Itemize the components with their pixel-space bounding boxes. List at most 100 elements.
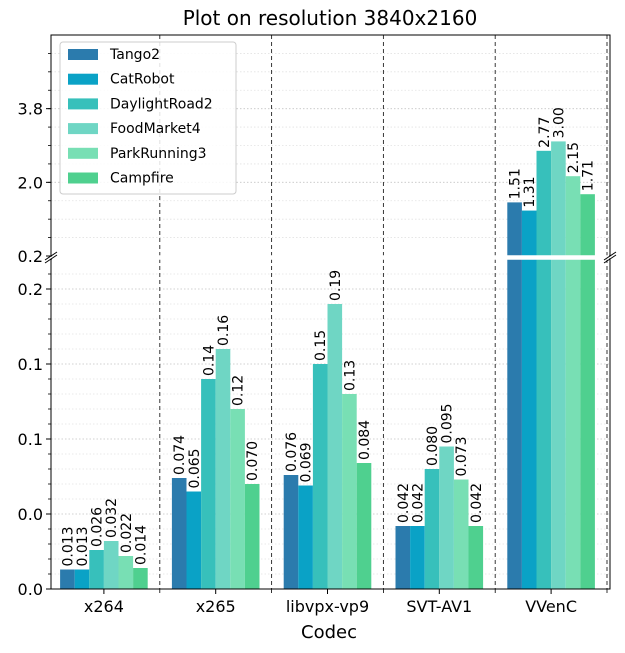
- x-tick-label: x265: [196, 597, 236, 616]
- legend-swatch: [68, 147, 98, 159]
- axis-break-mark: [603, 254, 617, 264]
- data-label: 0.032: [104, 498, 120, 538]
- bar: [424, 469, 440, 589]
- data-label: 0.013: [60, 526, 76, 566]
- data-label: 1.51: [508, 168, 524, 199]
- bar: [230, 409, 245, 589]
- bar: [133, 568, 148, 589]
- x-axis-label: Codec: [301, 622, 357, 643]
- legend: Tango2 CatRobot DaylightRoad2 FoodMarket4 Pa…: [59, 41, 237, 195]
- data-label: 1.31: [522, 176, 538, 207]
- bar: [521, 210, 537, 256]
- bar: [521, 259, 537, 589]
- bar: [118, 556, 134, 589]
- data-label: 0.069: [299, 442, 315, 482]
- y-tick-label: 0.1: [18, 355, 43, 374]
- data-label: 0.14: [201, 345, 217, 376]
- x-tick-label: x264: [84, 597, 124, 616]
- bar: [536, 150, 552, 256]
- bar: [60, 569, 75, 589]
- data-label: 0.014: [133, 525, 149, 565]
- data-label: 0.076: [284, 432, 300, 472]
- y-tick-label: 0.1: [18, 430, 43, 449]
- data-label: 1.71: [581, 160, 597, 191]
- legend-swatch: [68, 73, 98, 85]
- bar: [565, 176, 581, 256]
- x-tick-label: libvpx-vp9: [286, 597, 369, 616]
- bar: [507, 259, 522, 589]
- bar: [283, 475, 299, 589]
- data-label: 0.084: [357, 420, 373, 460]
- bar: [186, 491, 202, 589]
- bar: [103, 541, 119, 589]
- x-tick-label: SVT-AV1: [406, 597, 472, 616]
- data-label: 3.00: [551, 107, 567, 138]
- bar: [89, 550, 104, 589]
- bar: [171, 478, 187, 589]
- data-label: 0.19: [328, 270, 344, 301]
- axis-break-mark: [603, 251, 617, 261]
- bars: [60, 141, 595, 589]
- data-label: 0.13: [342, 360, 358, 391]
- data-label: 0.070: [245, 441, 261, 481]
- data-label: 0.013: [75, 526, 91, 566]
- data-label: 0.022: [119, 513, 135, 553]
- data-label: 0.12: [231, 375, 247, 406]
- y-ticks: 0.2 2.0 3.8 0.0 0.0 0.1 0.1 0.2: [18, 53, 51, 599]
- x-tick-label: VVenC: [525, 597, 577, 616]
- data-label: 0.065: [187, 448, 203, 488]
- legend-swatch: [68, 49, 98, 60]
- data-label: 2.15: [566, 142, 582, 173]
- bar: [327, 304, 343, 589]
- bar: [244, 484, 260, 589]
- bar: [468, 526, 484, 589]
- bar: [551, 141, 566, 256]
- x-ticks: x264 x265 libvpx-vp9 SVT-AV1 VVenC: [84, 589, 608, 616]
- legend-swatch: [68, 172, 98, 184]
- y-tick-label: 0.0: [18, 580, 43, 599]
- y-tick-label: 3.8: [18, 100, 43, 119]
- chart-title: Plot on resolution 3840x2160: [183, 6, 478, 30]
- bar: [312, 364, 328, 589]
- bar: [580, 259, 595, 589]
- data-label: 2.77: [537, 117, 553, 148]
- axis-break-mark: [44, 254, 58, 264]
- bar: [298, 485, 313, 589]
- data-label: 0.042: [469, 483, 485, 523]
- data-labels: 0.0130.0130.0260.0320.0220.0140.0740.065…: [60, 107, 596, 566]
- data-label: 0.074: [172, 435, 188, 475]
- bar: [551, 259, 566, 589]
- y-tick-label: 0.0: [18, 505, 43, 524]
- legend-box: [59, 41, 237, 195]
- data-label: 0.15: [313, 330, 329, 361]
- data-label: 0.042: [410, 483, 426, 523]
- legend-swatch: [68, 98, 98, 110]
- data-label: 0.073: [454, 436, 470, 476]
- bar: [453, 479, 469, 589]
- y-tick-label: 2.0: [18, 173, 43, 192]
- bar: [439, 446, 454, 589]
- bar: [565, 259, 581, 589]
- data-label: 0.042: [396, 483, 412, 523]
- bar: [215, 349, 231, 589]
- bar: [342, 394, 357, 589]
- data-label: 0.095: [440, 403, 456, 443]
- data-label: 0.026: [90, 507, 106, 547]
- legend-swatch: [68, 123, 98, 135]
- bar: [395, 526, 411, 589]
- bar: [74, 569, 90, 589]
- legend-label: DaylightRoad2: [110, 96, 213, 112]
- legend-label: CatRobot: [110, 72, 175, 88]
- bar: [580, 194, 595, 256]
- bar: [507, 202, 522, 256]
- legend-label: Campfire: [110, 171, 174, 187]
- y-tick-label: 0.2: [18, 280, 43, 299]
- legend-label: Tango2: [109, 47, 160, 63]
- bar: [410, 526, 425, 589]
- data-label: 0.16: [216, 315, 232, 346]
- legend-label: ParkRunning3: [110, 146, 207, 162]
- bar: [536, 259, 552, 589]
- data-label: 0.080: [425, 426, 441, 466]
- bar: [356, 463, 372, 589]
